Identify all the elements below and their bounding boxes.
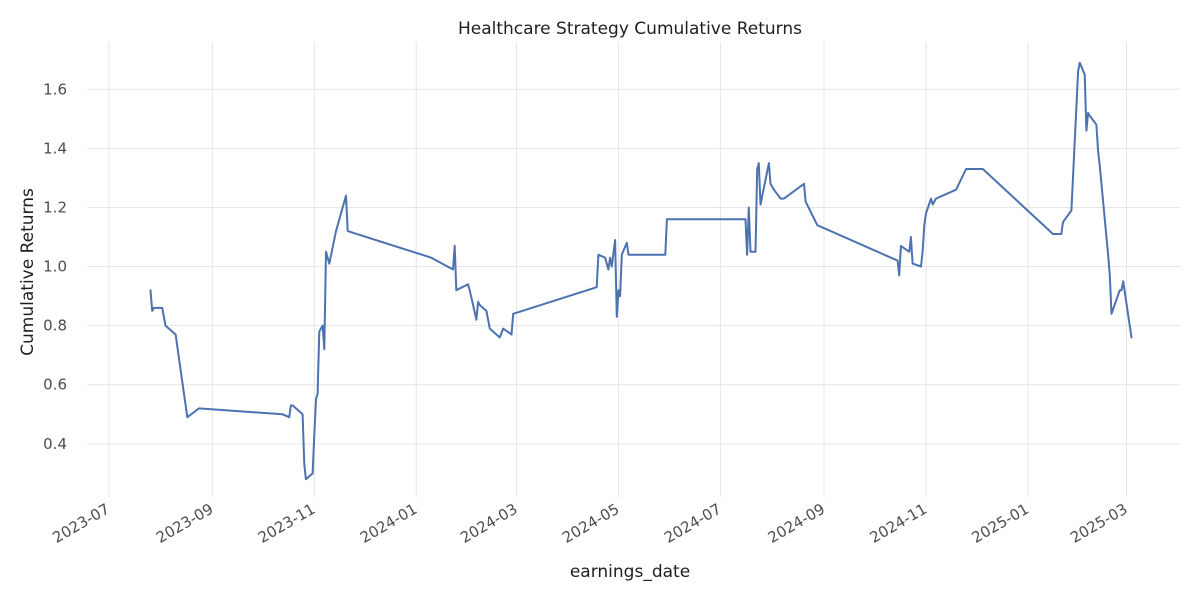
x-tick-label: 2024-01 <box>357 500 420 547</box>
x-gridlines <box>108 42 1128 497</box>
chart-title: Healthcare Strategy Cumulative Returns <box>458 19 802 39</box>
x-tick-label: 2024-07 <box>661 500 724 547</box>
x-axis-label: earnings_date <box>570 562 690 582</box>
x-tick-label: 2025-03 <box>1067 500 1130 547</box>
x-tick-label: 2024-03 <box>457 500 520 547</box>
x-tick-label: 2024-09 <box>765 500 828 547</box>
series-line-0 <box>149 61 1133 481</box>
x-tick-label: 2023-09 <box>153 500 216 547</box>
y-tick-label: 1.4 <box>43 139 67 157</box>
y-tick-label: 1.2 <box>43 198 67 216</box>
x-tick-labels: 2023-07 2023-09 2023-11 2024-01 2024-03 2024-… <box>49 500 1130 547</box>
y-axis-label: Cumulative Returns <box>18 188 38 356</box>
x-tick-label: 2025-01 <box>969 500 1032 547</box>
x-tick-label: 2024-05 <box>559 500 622 547</box>
y-tick-label: 1.0 <box>43 258 67 276</box>
y-tick-label: 1.6 <box>43 80 67 98</box>
y-tick-label: 0.6 <box>43 376 67 394</box>
x-tick-label: 2024-11 <box>867 500 930 547</box>
y-tick-labels: 0.4 0.6 0.8 1.0 1.2 1.4 1.6 <box>43 80 67 453</box>
x-tick-label: 2023-11 <box>255 500 318 547</box>
x-tick-label: 2023-07 <box>49 500 112 547</box>
y-tick-label: 0.8 <box>43 317 67 335</box>
series-layer <box>149 61 1133 481</box>
y-gridlines <box>87 88 1180 445</box>
y-tick-label: 0.4 <box>43 435 67 453</box>
